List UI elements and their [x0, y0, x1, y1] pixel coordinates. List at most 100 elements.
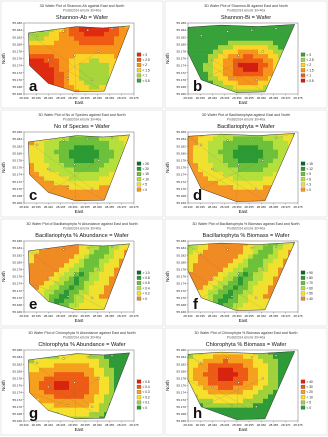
- contour-cell: [59, 31, 65, 37]
- contour-cell: [263, 154, 269, 159]
- x-tick-label: 28.345: [220, 314, 230, 318]
- contour-cell: [79, 58, 85, 64]
- contour-cell: [233, 307, 239, 311]
- contour-cell: [213, 136, 219, 142]
- contour-cell: [243, 258, 249, 264]
- contour-cell: [273, 263, 279, 268]
- contour-cell: [99, 363, 105, 369]
- contour-cell: [198, 285, 204, 291]
- contour-cell: [263, 36, 269, 42]
- contour-cell: [119, 358, 125, 364]
- contour-cell: [228, 167, 234, 173]
- y-tick-label: 55.184: [13, 28, 23, 32]
- contour-cell: [248, 185, 254, 190]
- contour-cell: [273, 351, 279, 355]
- y-tick-label: 55.182: [13, 144, 23, 148]
- contour-cell: [223, 272, 229, 277]
- contour-cell: [218, 376, 224, 382]
- x-tick-label: 28.355: [245, 423, 255, 427]
- contour-cell: [69, 289, 75, 295]
- contour-cell: [248, 376, 254, 382]
- contour-cell: [89, 298, 95, 304]
- contour-cell: [49, 189, 55, 195]
- y-axis-label: North: [165, 380, 170, 391]
- contour-cell: [79, 367, 85, 373]
- contour-cell: [203, 358, 209, 364]
- contour-cell: [99, 280, 105, 286]
- mesh-line: [187, 161, 233, 188]
- contour-cell: [218, 71, 224, 77]
- contour-cell: [79, 163, 85, 168]
- contour-cell: [28, 140, 30, 146]
- contour-cell: [243, 381, 249, 386]
- contour-cell: [104, 163, 110, 168]
- contour-cell: [89, 258, 95, 264]
- contour-cell: [233, 358, 239, 364]
- contour-cell: [238, 136, 244, 142]
- legend-label: < 5: [307, 401, 312, 405]
- contour-cell: [44, 372, 50, 377]
- contour-cell: [193, 27, 199, 33]
- contour-cell: [218, 385, 224, 391]
- contour-cell: [89, 58, 95, 64]
- x-tick-label: 28.330: [183, 205, 193, 209]
- contour-cell: [69, 154, 75, 159]
- station-marker: [36, 361, 39, 364]
- contour-cell: [99, 158, 105, 164]
- contour-cell: [188, 245, 194, 251]
- contour-cell: [228, 280, 234, 286]
- contour-cell: [283, 149, 289, 155]
- station-marker: [62, 139, 65, 142]
- contour-cell: [34, 285, 40, 291]
- mesh-line: [220, 134, 228, 141]
- contour-cell: [268, 49, 274, 55]
- contour-cell: [213, 163, 219, 168]
- y-tick-label: 55.168: [13, 194, 23, 198]
- y-axis-label: North: [1, 162, 6, 173]
- contour-cell: [198, 163, 204, 168]
- contour-cell: [114, 158, 120, 164]
- contour-cell: [69, 280, 75, 286]
- contour-cell: [84, 198, 90, 201]
- contour-cell: [228, 149, 234, 155]
- contour-cell: [228, 31, 234, 37]
- contour-cell: [203, 372, 209, 377]
- contour-cell: [104, 185, 110, 190]
- contour-cell: [74, 385, 80, 391]
- contour-cell: [74, 367, 80, 373]
- contour-cell: [94, 363, 100, 369]
- contour-cell: [243, 412, 249, 417]
- contour-cell: [84, 267, 90, 273]
- contour-cell: [273, 280, 279, 286]
- contour-cell: [238, 54, 244, 59]
- y-tick-label: 55.182: [13, 35, 23, 39]
- contour-cell: [104, 80, 110, 86]
- contour-cell: [79, 412, 85, 417]
- contour-cell: [39, 58, 45, 64]
- y-tick-label: 55.178: [13, 377, 23, 381]
- contour-cell: [59, 249, 65, 255]
- contour-cell: [268, 363, 274, 369]
- contour-cell: [253, 367, 259, 373]
- contour-cell: [278, 351, 284, 355]
- contour-cell: [29, 36, 35, 42]
- contour-cell: [193, 263, 199, 268]
- contour-cell: [208, 158, 214, 164]
- contour-cell: [258, 385, 264, 391]
- contour-cell: [44, 171, 50, 177]
- contour-cell: [243, 276, 249, 282]
- contour-cell: [268, 62, 274, 68]
- contour-cell: [84, 167, 90, 173]
- contour-cell: [253, 140, 259, 146]
- contour-cell: [39, 289, 45, 295]
- contour-cell: [114, 254, 120, 260]
- contour-cell: [74, 85, 80, 90]
- contour-cell: [273, 54, 279, 59]
- panel-letter: f: [193, 296, 199, 313]
- contour-cell: [39, 40, 45, 46]
- mesh-line: [63, 244, 77, 250]
- contour-cell: [238, 285, 244, 291]
- contour-cell: [49, 62, 55, 68]
- contour-cell: [223, 133, 229, 137]
- contour-cell: [223, 171, 229, 177]
